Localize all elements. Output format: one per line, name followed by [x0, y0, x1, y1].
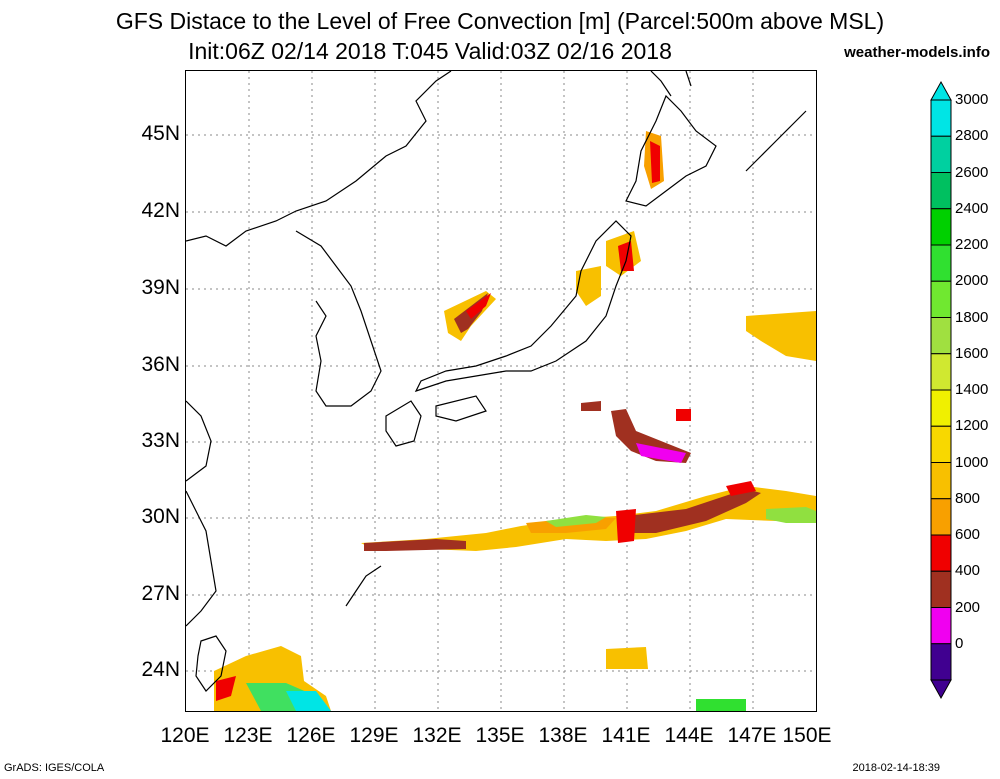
footer-right: 2018-02-14-18:39: [852, 762, 940, 774]
lon-label: 132E: [412, 724, 462, 747]
colorbar-segment: [930, 534, 952, 572]
colorbar-label: 400: [955, 562, 981, 580]
coastlines: [186, 71, 807, 692]
lon-label: 141E: [601, 724, 651, 747]
colorbar-segment: [930, 389, 952, 427]
colorbar-segment: [930, 643, 952, 681]
lat-label: 39N: [141, 276, 180, 299]
colorbar-segment: [930, 498, 952, 536]
lat-label: 33N: [141, 429, 180, 452]
colorbar-arrow-bottom: [930, 679, 952, 700]
colorbar-segment: [930, 425, 952, 463]
colorbar-label: 2600: [955, 163, 989, 181]
colorbar-label: 1200: [955, 417, 989, 435]
lat-label: 45N: [141, 122, 180, 145]
colorbar-label: 1600: [955, 344, 989, 362]
map-title: GFS Distace to the Level of Free Convect…: [115, 8, 885, 34]
colorbar-label: 2000: [955, 272, 989, 290]
colorbar-segment: [930, 607, 952, 645]
lat-label: 36N: [141, 353, 180, 376]
colorbar-label: 3000: [955, 91, 989, 108]
colorbar-segment: [930, 208, 952, 246]
colorbar-segment: [930, 135, 952, 173]
lon-label: 138E: [538, 724, 588, 747]
colorbar-segment: [930, 172, 952, 210]
field-shading: [214, 131, 816, 711]
lon-label: 150E: [782, 724, 832, 747]
colorbar-segment: [930, 99, 952, 137]
lon-label: 147E: [727, 724, 777, 747]
footer-left: GrADS: IGES/COLA: [4, 762, 105, 774]
lat-label: 24N: [141, 658, 180, 681]
colorbar-segment: [930, 462, 952, 500]
colorbar-label: 1800: [955, 308, 989, 326]
lon-label: 135E: [475, 724, 525, 747]
colorbar-label: 200: [955, 598, 981, 616]
map-subtitle: Init:06Z 02/14 2018 T:045 Valid:03Z 02/1…: [188, 38, 672, 64]
lat-label: 30N: [141, 505, 180, 528]
colorbar-label: 1000: [955, 453, 989, 471]
colorbar-label: 2800: [955, 127, 989, 145]
colorbar-label: 1400: [955, 381, 989, 398]
colorbar-label: 2400: [955, 199, 989, 217]
lon-label: 126E: [286, 724, 336, 747]
colorbar-label: 600: [955, 526, 981, 543]
grid-lines: [186, 71, 816, 711]
colorbar-segment: [930, 570, 952, 608]
colorbar-label: 800: [955, 489, 981, 507]
lon-label: 120E: [160, 724, 210, 747]
colorbar-segment: [930, 280, 952, 318]
lon-label: 144E: [664, 724, 714, 747]
colorbar-label: 2200: [955, 236, 989, 253]
map-panel: [185, 70, 817, 712]
lon-label: 123E: [223, 724, 273, 747]
colorbar: [930, 80, 952, 700]
lon-label: 129E: [349, 724, 399, 747]
site-name: weather-models.info: [844, 44, 990, 61]
colorbar-segment: [930, 353, 952, 391]
colorbar-label: 0: [955, 634, 964, 652]
colorbar-segment: [930, 317, 952, 355]
map-canvas: [186, 71, 816, 711]
lat-label: 27N: [141, 582, 180, 605]
colorbar-segment: [930, 244, 952, 282]
colorbar-arrow-top: [930, 80, 952, 101]
lat-label: 42N: [141, 199, 180, 222]
